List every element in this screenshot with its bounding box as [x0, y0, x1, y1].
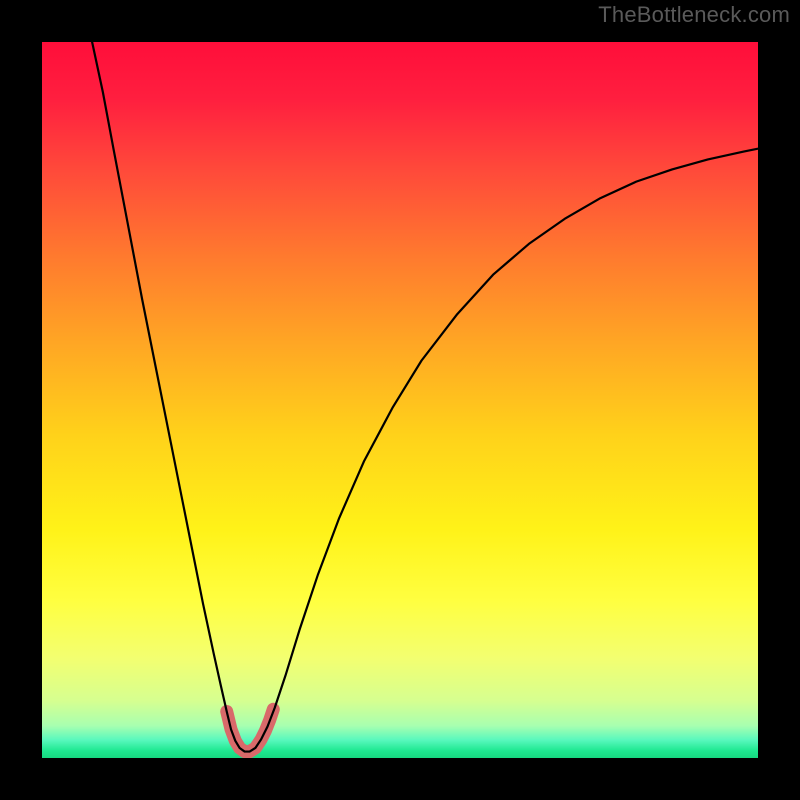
chart-background	[42, 42, 758, 758]
bottleneck-chart	[0, 0, 800, 800]
watermark-text: TheBottleneck.com	[598, 2, 790, 28]
chart-frame: TheBottleneck.com	[0, 0, 800, 800]
